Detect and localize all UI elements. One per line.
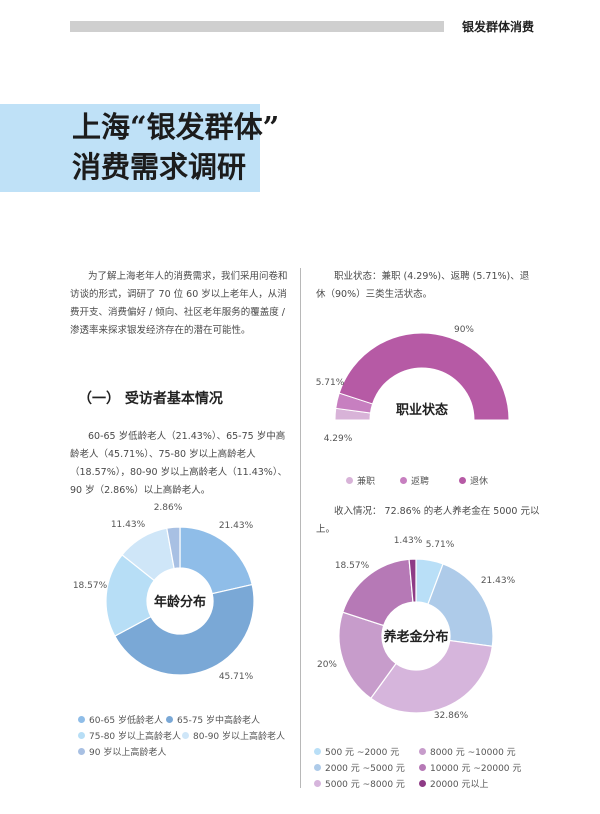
pension-value-label-0: 5.71% <box>426 540 455 550</box>
job-legend-swatch-0 <box>346 477 353 484</box>
age-value-label-3: 11.43% <box>111 520 146 530</box>
page-title-line2: 消费需求调研 <box>72 150 247 184</box>
job-value-label-2: 90% <box>454 325 474 335</box>
age-legend-item-4: 90 岁以上高龄老人 <box>78 745 166 758</box>
pension-legend-label-4: 10000 元 ~20000 元 <box>430 764 522 774</box>
pension-hole <box>382 602 450 670</box>
age-legend-swatch-3 <box>182 732 189 739</box>
pension-legend-item-3: 8000 元 ~10000 元 <box>419 745 516 758</box>
pension-legend-swatch-3 <box>419 748 426 755</box>
pension-legend-item-5: 20000 元以上 <box>419 777 489 790</box>
age-value-label-1: 45.71% <box>219 672 254 682</box>
pension-legend-swatch-0 <box>314 748 321 755</box>
header-bar <box>70 21 444 32</box>
age-legend-swatch-1 <box>166 716 173 723</box>
job-legend-swatch-1 <box>400 477 407 484</box>
pension-legend-label-1: 2000 元 ~5000 元 <box>325 764 405 774</box>
job-legend-item-0: 兼职 <box>346 474 375 487</box>
job-legend-item-2: 退休 <box>459 474 488 487</box>
pension-value-label-3: 20% <box>317 660 337 670</box>
job-legend-item-1: 返聘 <box>400 474 429 487</box>
age-value-label-0: 21.43% <box>219 521 254 531</box>
age-legend-swatch-2 <box>78 732 85 739</box>
age-legend-item-3: 80-90 岁以上高龄老人 <box>182 729 285 742</box>
age-hole <box>147 568 213 634</box>
section1-heading: （一） 受访者基本情况 <box>78 391 223 407</box>
job-chart-title: 职业状态 <box>396 402 448 418</box>
section-label: 银发群体消费 <box>462 20 535 34</box>
section1-paragraph: 60-65 岁低龄老人（21.43%）、65-75 岁中高龄老人（45.71%）… <box>70 431 288 496</box>
pension-legend-swatch-4 <box>419 764 426 771</box>
pension-value-label-1: 21.43% <box>481 576 516 586</box>
job-slice-2 <box>338 332 510 421</box>
title-band <box>0 104 260 192</box>
age-legend-item-2: 75-80 岁以上高龄老人 <box>78 729 181 742</box>
age-legend-label-1: 65-75 岁中高龄老人 <box>177 716 261 726</box>
pension-legend-item-4: 10000 元 ~20000 元 <box>419 761 521 774</box>
age-legend-swatch-4 <box>78 748 85 755</box>
pension-legend-swatch-5 <box>419 780 426 787</box>
job-legend-label-2: 退休 <box>470 477 489 487</box>
age-value-label-2: 18.57% <box>73 581 108 591</box>
pension-legend-label-5: 20000 元以上 <box>430 780 489 790</box>
pension-value-label-5: 1.43% <box>394 536 423 546</box>
job-legend-label-1: 返聘 <box>411 477 430 487</box>
age-legend-item-1: 65-75 岁中高龄老人 <box>166 713 260 726</box>
pension-legend-swatch-1 <box>314 764 321 771</box>
pension-paragraph: 收入情况： 72.86% 的老人养老金在 5000 元以上。 <box>316 506 540 535</box>
pension-legend-swatch-2 <box>314 780 321 787</box>
age-value-label-4: 2.86% <box>154 503 183 513</box>
pension-chart-title: 养老金分布 <box>382 629 448 645</box>
pension-legend-item-2: 5000 元 ~8000 元 <box>314 777 405 790</box>
column-divider <box>300 268 301 788</box>
job-value-label-0: 4.29% <box>324 434 353 444</box>
pension-legend-label-2: 5000 元 ~8000 元 <box>325 780 405 790</box>
job-value-label-1: 5.71% <box>316 378 345 388</box>
age-legend-label-3: 80-90 岁以上高龄老人 <box>193 732 286 742</box>
age-legend-label-0: 60-65 岁低龄老人 <box>89 716 164 726</box>
pension-value-label-4: 18.57% <box>335 561 370 571</box>
age-legend-item-0: 60-65 岁低龄老人 <box>78 713 163 726</box>
pension-legend-label-0: 500 元 ~2000 元 <box>325 748 400 758</box>
pension-legend-label-3: 8000 元 ~10000 元 <box>430 748 516 758</box>
job-legend-label-0: 兼职 <box>357 477 376 487</box>
age-legend-label-4: 90 岁以上高龄老人 <box>89 748 167 758</box>
pension-value-label-2: 32.86% <box>434 711 469 721</box>
age-legend-label-2: 75-80 岁以上高龄老人 <box>89 732 182 742</box>
employment-paragraph: 职业状态：兼职 (4.29%)、返聘 (5.71%)、退休（90%）三类生活状态… <box>316 271 530 300</box>
pension-legend-item-0: 500 元 ~2000 元 <box>314 745 399 758</box>
intro-paragraph: 为了解上海老年人的消费需求，我们采用问卷和访谈的形式，调研了 70 位 60 岁… <box>70 271 288 336</box>
age-legend-swatch-0 <box>78 716 85 723</box>
age-chart-title: 年龄分布 <box>154 594 206 610</box>
pension-legend-item-1: 2000 元 ~5000 元 <box>314 761 405 774</box>
job-legend-swatch-2 <box>459 477 466 484</box>
page-title-line1: 上海“银发群体” <box>72 110 280 144</box>
